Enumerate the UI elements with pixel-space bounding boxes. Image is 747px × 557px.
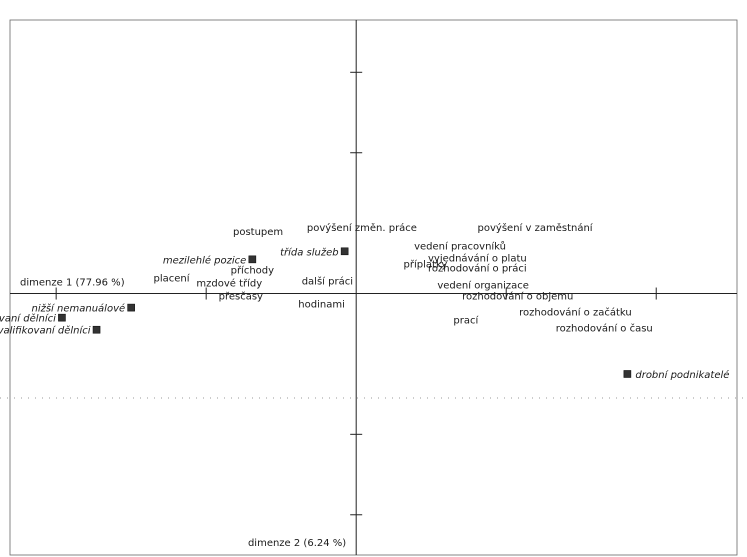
point-label: povýšení změn. práce <box>307 222 417 234</box>
dimension-2-label: dimenze 2 (6.24 %) <box>248 538 346 549</box>
point-label: mezilehlé pozice <box>163 254 246 266</box>
point-label: mzdové třídy <box>196 277 262 289</box>
axis-ticks <box>55 71 657 516</box>
point-label: příchody <box>231 264 275 276</box>
point-label: příplatky <box>404 258 448 270</box>
point-label: přesčasy <box>219 291 263 303</box>
point-label: placení <box>154 272 191 284</box>
point-marker <box>623 370 632 378</box>
plot-frame <box>9 19 738 556</box>
point-label: prací <box>453 315 479 327</box>
point-label: vedení organizace <box>437 280 529 292</box>
point-label: kvalifikovaní dělníci <box>0 325 91 337</box>
point-marker <box>92 325 101 334</box>
data-points: povýšení změn. práce povýšení v zaměstnán… <box>0 222 729 381</box>
point-label: třída služeb <box>280 246 339 258</box>
point-label: postupem <box>233 227 283 238</box>
point-label: rozhodování o času <box>556 323 653 335</box>
point-label: hodinami <box>298 300 345 311</box>
point-marker <box>58 313 66 322</box>
dimension-1-label: dimenze 1 (77.96 %) <box>20 278 125 289</box>
point-marker <box>127 303 135 312</box>
point-label: povýšení v zaměstnání <box>478 222 594 234</box>
point-label: vyjednávání o platu <box>428 252 527 264</box>
point-label: rozhodování o práci <box>428 262 527 274</box>
point-marker <box>248 255 257 264</box>
point-label: drobní podnikatelé <box>635 369 729 381</box>
point-label: rozhodování o začátku <box>519 307 632 319</box>
point-marker <box>340 247 349 256</box>
point-label: nekvalifikovaní dělníci <box>0 313 56 325</box>
point-label: vedení pracovníků <box>414 240 506 252</box>
point-label: rozhodování o objemu <box>462 291 573 303</box>
point-label: nižší nemanuálové <box>31 303 125 315</box>
point-label: další práci <box>302 276 353 288</box>
